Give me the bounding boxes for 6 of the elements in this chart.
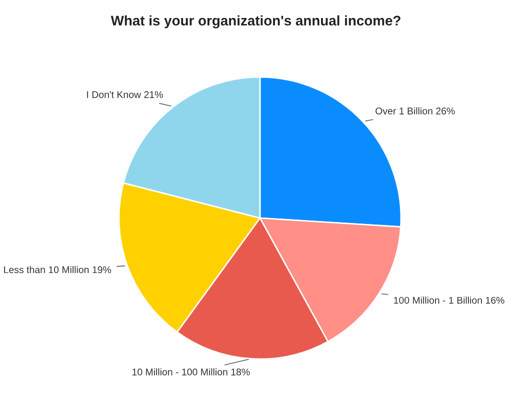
slice-label: 10 Million - 100 Million 18% [132, 368, 250, 376]
chart-title: What is your organization's annual income? [110, 15, 400, 28]
slice-label: I Don't Know 21% [87, 91, 163, 98]
slice-label: Over 1 Billion 26% [376, 107, 455, 114]
slice-label: Less than 10 Million 19% [4, 266, 112, 274]
slice-label: 100 Million - 1 Billion 16% [394, 296, 504, 304]
